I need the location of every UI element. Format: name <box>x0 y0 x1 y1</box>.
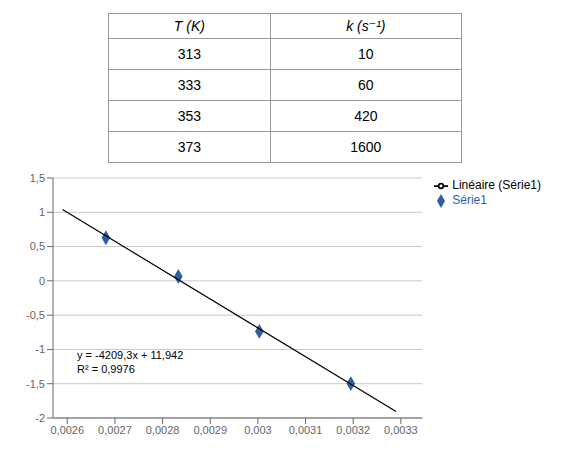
svg-text:0,5: 0,5 <box>30 240 45 252</box>
svg-text:0,0026: 0,0026 <box>50 424 84 436</box>
svg-text:-0,5: -0,5 <box>26 309 45 321</box>
svg-text:R² = 0,9976: R² = 0,9976 <box>77 363 135 375</box>
html-text:Linéaire (Série1): Linéaire (Série1) <box>452 178 541 192</box>
html-text:313: 313 <box>177 46 201 62</box>
html-text:373: 373 <box>177 139 201 155</box>
html-text:60: 60 <box>358 77 374 93</box>
svg-text:0,0032: 0,0032 <box>336 424 370 436</box>
svg-text:1: 1 <box>39 206 45 218</box>
svg-text:1,5: 1,5 <box>30 172 45 184</box>
html-text:T (K): T (K) <box>173 18 205 34</box>
svg-text:0,0029: 0,0029 <box>193 424 227 436</box>
html-text:1600: 1600 <box>350 139 382 155</box>
svg-text:-2: -2 <box>35 412 45 424</box>
svg-text:-1: -1 <box>35 343 45 355</box>
svg-text:y = -4209,3x + 11,942: y = -4209,3x + 11,942 <box>77 349 183 361</box>
svg-text:0: 0 <box>39 275 45 287</box>
svg-text:0,0027: 0,0027 <box>98 424 132 436</box>
html-text:10: 10 <box>358 46 374 62</box>
svg-text:0,0033: 0,0033 <box>384 424 418 436</box>
html-text:353: 353 <box>177 108 201 124</box>
html-text:k (s⁻¹): k (s⁻¹) <box>346 18 386 34</box>
svg-text:0,0031: 0,0031 <box>289 424 323 436</box>
html-text:420: 420 <box>354 108 378 124</box>
svg-text:0,003: 0,003 <box>244 424 272 436</box>
svg-text:-1,5: -1,5 <box>26 378 45 390</box>
html-text:333: 333 <box>177 77 201 93</box>
html-text:Série1: Série1 <box>452 192 487 207</box>
svg-text:0,0028: 0,0028 <box>146 424 180 436</box>
